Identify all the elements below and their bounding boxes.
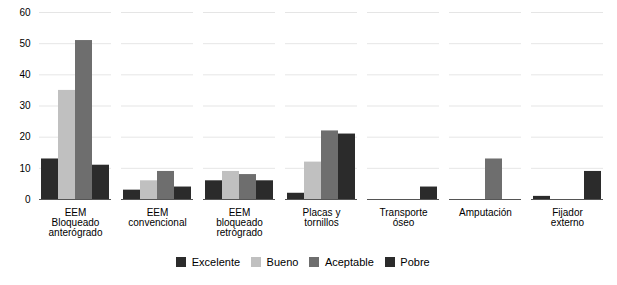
svg-text:EEMconvencional: EEMconvencional <box>128 207 186 228</box>
svg-text:10: 10 <box>19 163 31 174</box>
svg-text:0: 0 <box>25 194 31 205</box>
html-text:Bueno: Bueno <box>266 255 299 268</box>
svg-text:60: 60 <box>19 7 31 18</box>
svg-text:EEMBloqueadoanterógrado: EEMBloqueadoanterógrado <box>49 207 103 238</box>
svg-text:Fijadorexterno: Fijadorexterno <box>551 207 585 228</box>
svg-text:20: 20 <box>19 131 31 142</box>
svg-text:Amputación: Amputación <box>459 207 512 218</box>
html-text:Excelente: Excelente <box>191 255 241 268</box>
svg-text:40: 40 <box>19 69 31 80</box>
html-text:Pobre: Pobre <box>400 255 430 268</box>
svg-text:50: 50 <box>19 38 31 49</box>
svg-text:Placas ytornillos: Placas ytornillos <box>303 207 341 228</box>
svg-text:30: 30 <box>19 100 31 111</box>
svg-text:Transporteóseo: Transporteóseo <box>380 207 428 228</box>
html-text:Aceptable: Aceptable <box>324 255 374 268</box>
svg-text:EEMbloqueadoretrógrado: EEMbloqueadoretrógrado <box>216 207 263 238</box>
